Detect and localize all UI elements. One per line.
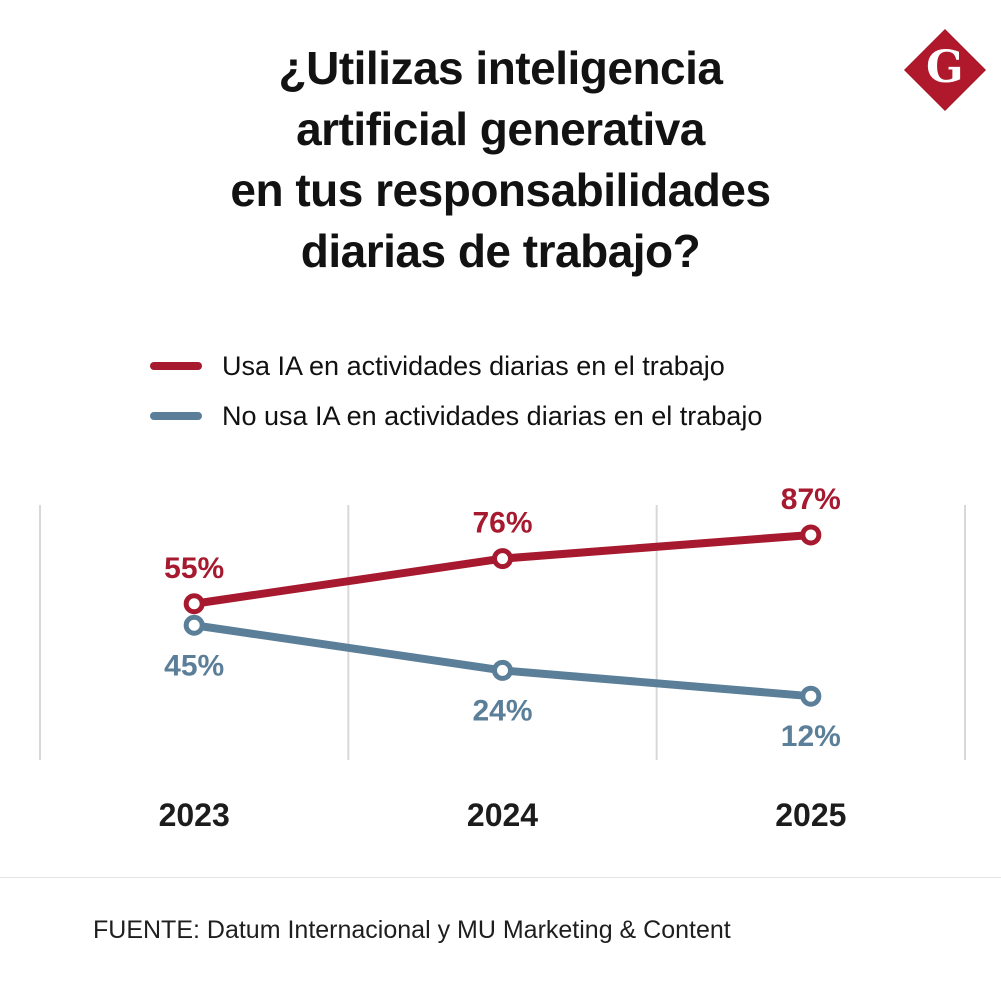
legend-label-usa-ia: Usa IA en actividades diarias en el trab… xyxy=(222,350,725,381)
data-point xyxy=(492,659,513,681)
chart-title: ¿Utilizas inteligencia artificial genera… xyxy=(230,42,771,277)
legend-label-no-usa-ia: No usa IA en actividades diarias en el t… xyxy=(222,400,763,431)
footer-divider xyxy=(0,877,1001,878)
data-point xyxy=(492,548,513,570)
legend-swatch-red xyxy=(150,362,202,370)
x-axis-label: 2024 xyxy=(467,797,538,833)
legend-item-usa-ia: Usa IA en actividades diarias en el trab… xyxy=(150,348,762,384)
data-label: 12% xyxy=(781,720,841,753)
data-label: 87% xyxy=(781,483,841,516)
data-point xyxy=(183,593,205,615)
legend: Usa IA en actividades diarias en el trab… xyxy=(150,348,762,448)
data-point xyxy=(800,685,822,707)
data-label: 55% xyxy=(164,552,224,585)
data-label: 76% xyxy=(472,507,532,540)
series-line-0 xyxy=(190,530,815,608)
legend-item-no-usa-ia: No usa IA en actividades diarias en el t… xyxy=(150,398,762,434)
source-text: FUENTE: Datum Internacional y MU Marketi… xyxy=(93,916,731,944)
data-label: 45% xyxy=(164,649,224,682)
data-label: 24% xyxy=(472,694,532,727)
x-axis-label: 2025 xyxy=(775,797,846,833)
data-point xyxy=(800,524,822,546)
data-point xyxy=(183,614,205,636)
legend-swatch-blue xyxy=(150,412,202,420)
x-axis-label: 2023 xyxy=(159,797,230,833)
